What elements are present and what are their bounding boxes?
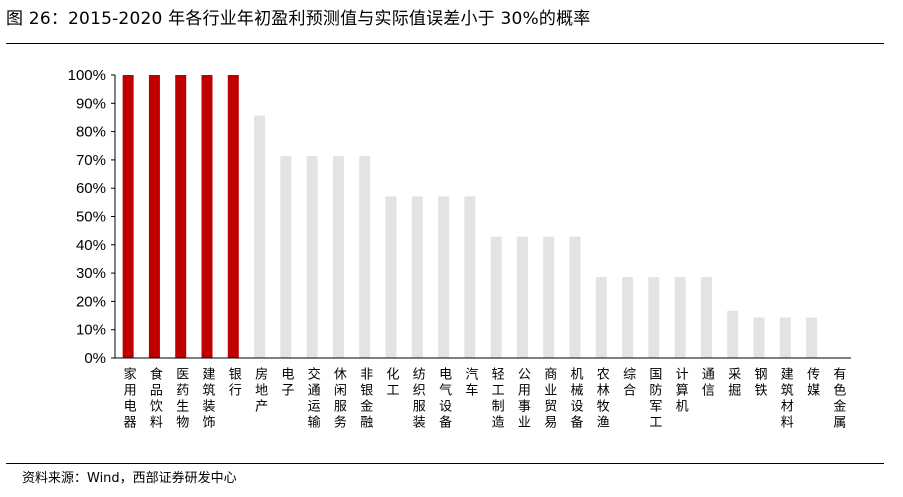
y-tick-label: 80% (76, 124, 106, 141)
x-category-label: 公用事业 (515, 367, 531, 431)
x-category-label: 有色金属 (830, 367, 846, 431)
bar-4 (201, 75, 213, 358)
bar-21 (648, 277, 660, 358)
y-tick-label: 50% (76, 209, 106, 226)
y-tick-label: 40% (76, 237, 106, 254)
x-category-label: 采掘 (725, 367, 741, 399)
y-tick-label: 70% (76, 152, 106, 169)
chart-title: 图 26：2015-2020 年各行业年初盈利预测值与实际值误差小于 30%的概… (6, 9, 591, 29)
x-axis-labels: 家用电器 食品饮料 医药生物 建筑装饰 银行 房地产 电子 交通运输 休闲服务 非银金融 化工 纺织服… (121, 366, 846, 431)
x-category-label: 家用电器 (121, 366, 137, 431)
x-category-label: 纺织服装 (410, 367, 426, 431)
bar-25 (753, 317, 765, 358)
bar-10 (359, 155, 371, 358)
bar-2 (148, 75, 160, 358)
x-category-label: 电子 (278, 367, 294, 399)
y-tick-label: 90% (76, 95, 106, 112)
bar-27 (806, 317, 818, 358)
x-category-label: 非银金融 (357, 367, 373, 431)
x-category-label: 汽车 (462, 367, 478, 399)
bars (122, 75, 818, 359)
x-category-label: 建筑材料 (778, 367, 794, 431)
bar-12 (411, 196, 423, 358)
bar-8 (306, 155, 318, 358)
x-category-label: 银行 (226, 367, 242, 399)
x-category-label: 农林牧渔 (594, 367, 610, 431)
x-category-label: 综合 (620, 367, 636, 399)
bar-13 (438, 196, 450, 358)
x-category-label: 轻工制造 (489, 367, 505, 431)
bar-1 (122, 75, 134, 358)
x-category-label: 建筑装饰 (200, 367, 216, 431)
y-axis: 0% 10% 20% 30% 40% 50% 60% 70% 80% 90% 100% (68, 67, 115, 367)
bar-14 (464, 196, 476, 358)
x-category-label: 食品饮料 (147, 366, 163, 431)
bar-24 (727, 310, 739, 358)
y-tick-label: 100% (68, 67, 106, 84)
bar-7 (280, 155, 292, 358)
bar-22 (674, 277, 686, 358)
bar-9 (332, 155, 344, 358)
bar-11 (385, 196, 397, 358)
bar-23 (700, 277, 712, 358)
bar-20 (622, 277, 634, 358)
x-category-label: 通信 (699, 367, 715, 399)
x-category-label: 机械设备 (568, 367, 584, 431)
bar-16 (516, 236, 528, 358)
bar-26 (779, 317, 791, 358)
x-category-label: 电气设备 (436, 367, 452, 431)
bar-19 (595, 277, 607, 358)
x-category-label: 房地产 (252, 366, 268, 415)
source-divider (6, 463, 884, 464)
title-divider (6, 43, 884, 44)
x-category-label: 钢铁 (752, 367, 768, 399)
bar-6 (254, 115, 266, 359)
bar-18 (569, 236, 581, 358)
y-tick-label: 20% (76, 293, 106, 310)
bar-3 (175, 75, 187, 358)
x-category-label: 商业贸易 (541, 367, 557, 431)
x-category-label: 休闲服务 (331, 367, 347, 431)
y-tick-label: 30% (76, 265, 106, 282)
x-category-label: 交通运输 (305, 366, 321, 431)
x-category-label: 医药生物 (173, 367, 189, 431)
x-category-label: 化工 (384, 367, 400, 399)
bar-15 (490, 236, 502, 358)
bar-17 (543, 236, 555, 358)
y-tick-label: 0% (84, 350, 106, 367)
y-tick-label: 10% (76, 322, 106, 339)
y-tick-label: 60% (76, 180, 106, 197)
source-note: 资料来源：Wind，西部证券研发中心 (22, 471, 237, 486)
bar-5 (227, 75, 239, 358)
x-category-label: 计算机 (673, 367, 689, 415)
x-category-label: 传媒 (804, 367, 820, 399)
x-category-label: 国防军工 (646, 367, 662, 431)
